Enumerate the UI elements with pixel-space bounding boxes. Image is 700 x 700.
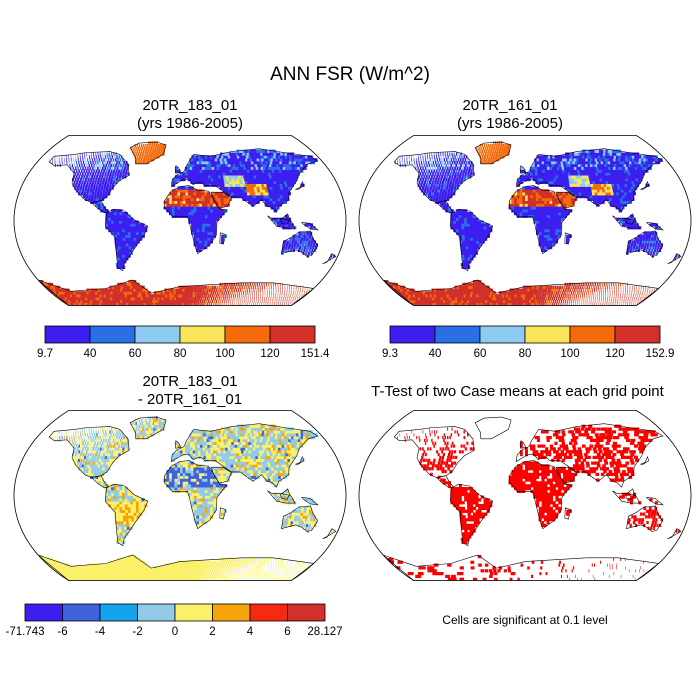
colorbar-case1-label-0: 9.7 bbox=[37, 348, 53, 360]
colorbar-difference-label-6: 4 bbox=[247, 626, 254, 638]
panel-2-title-line1: 20TR_161_01 bbox=[462, 97, 558, 114]
map-ttest bbox=[358, 410, 692, 581]
colorbar-case2-label-1: 40 bbox=[429, 348, 442, 360]
map-ttest-border bbox=[358, 410, 692, 581]
colorbar-case2-label-2: 60 bbox=[474, 348, 487, 360]
colorbar-difference-label-8: 28.127 bbox=[307, 626, 342, 638]
colorbar-difference-label-2: -4 bbox=[95, 626, 106, 638]
colorbar-case2-label-3: 80 bbox=[519, 348, 532, 360]
map-case2-border bbox=[358, 135, 692, 306]
map-case1-border bbox=[13, 135, 347, 306]
colorbar-difference-swatch-2 bbox=[99, 603, 138, 622]
colorbar-case1: 9.7 40 60 80 100 120 151.4 bbox=[37, 325, 330, 360]
figure-title: ANN FSR (W/m^2) bbox=[270, 64, 430, 85]
panel-4-title: T-Test of two Case means at each grid po… bbox=[371, 383, 664, 400]
colorbar-difference-swatch-4 bbox=[174, 603, 213, 622]
colorbar-case2-label-6: 152.9 bbox=[646, 348, 675, 360]
colorbar-difference-label-3: -2 bbox=[132, 626, 142, 638]
panel-3-title-line2: - 20TR_161_01 bbox=[137, 391, 243, 408]
panel-3-title-line1: 20TR_183_01 bbox=[142, 373, 238, 390]
colorbar-case1-swatch-3 bbox=[179, 325, 226, 344]
colorbar-case1-swatch-5 bbox=[269, 325, 316, 344]
colorbar-case1-swatch-2 bbox=[134, 325, 181, 344]
colorbar-difference-label-1: -6 bbox=[57, 626, 67, 638]
colorbar-case2-label-0: 9.3 bbox=[382, 348, 398, 360]
colorbar-case1-swatch-0 bbox=[44, 325, 91, 344]
colorbar-difference-swatch-1 bbox=[62, 603, 101, 622]
colorbar-case2-swatch-2 bbox=[479, 325, 526, 344]
map-difference-border bbox=[13, 410, 347, 581]
colorbar-case1-swatch-1 bbox=[89, 325, 136, 344]
panel-2-title-line2: (yrs 1986-2005) bbox=[457, 115, 563, 132]
panel-1-title-line2: (yrs 1986-2005) bbox=[137, 115, 243, 132]
colorbar-case2-swatch-4 bbox=[569, 325, 616, 344]
colorbar-difference-label-7: 6 bbox=[284, 626, 290, 638]
colorbar-difference-swatch-7 bbox=[287, 603, 326, 622]
map-ttest-coastlines bbox=[382, 416, 682, 581]
colorbar-case1-label-6: 151.4 bbox=[301, 348, 330, 360]
colorbar-case1-swatch-4 bbox=[224, 325, 271, 344]
colorbar-case2-swatch-0 bbox=[389, 325, 436, 344]
colorbar-difference-swatch-3 bbox=[137, 603, 176, 622]
colorbar-difference-swatch-0 bbox=[24, 603, 63, 622]
panel-3-title: 20TR_183_01 - 20TR_161_01 bbox=[25, 373, 355, 409]
colorbar-difference: -71.743 -6 -4 -2 0 2 4 6 28.127 bbox=[5, 603, 343, 638]
colorbar-case2-swatch-3 bbox=[524, 325, 571, 344]
colorbar-case1-label-3: 80 bbox=[174, 348, 187, 360]
colorbar-difference-label-4: 0 bbox=[172, 626, 178, 638]
colorbar-case2: 9.3 40 60 80 100 120 152.9 bbox=[382, 325, 675, 360]
colorbar-case2-label-5: 120 bbox=[605, 348, 624, 360]
colorbar-difference-label-0: -71.743 bbox=[5, 626, 44, 638]
colorbar-difference-swatch-5 bbox=[212, 603, 251, 622]
colorbar-case1-label-4: 100 bbox=[215, 348, 234, 360]
colorbar-case2-label-4: 100 bbox=[560, 348, 579, 360]
colorbar-case2-swatch-5 bbox=[614, 325, 661, 344]
map-ttest-cells bbox=[388, 424, 680, 581]
colorbar-case1-label-5: 120 bbox=[260, 348, 279, 360]
map-case1 bbox=[13, 135, 347, 306]
colorbar-difference-swatch-6 bbox=[249, 603, 288, 622]
colorbar-case1-label-1: 40 bbox=[84, 348, 97, 360]
map-case1-coastlines bbox=[37, 141, 337, 306]
colorbar-case2-swatch-1 bbox=[434, 325, 481, 344]
significance-note: Cells are significant at 0.1 level bbox=[442, 613, 608, 627]
panel-1-title-line1: 20TR_183_01 bbox=[142, 97, 238, 114]
map-case1-cells bbox=[38, 141, 335, 306]
map-case2 bbox=[358, 135, 692, 306]
colorbar-difference-label-5: 2 bbox=[209, 626, 215, 638]
map-difference bbox=[13, 410, 347, 581]
panel-1-title: 20TR_183_01 (yrs 1986-2005) bbox=[25, 97, 355, 133]
colorbar-case1-label-2: 60 bbox=[129, 348, 142, 360]
map-case2-coastlines bbox=[382, 141, 682, 306]
panel-2-title: 20TR_161_01 (yrs 1986-2005) bbox=[345, 97, 675, 133]
